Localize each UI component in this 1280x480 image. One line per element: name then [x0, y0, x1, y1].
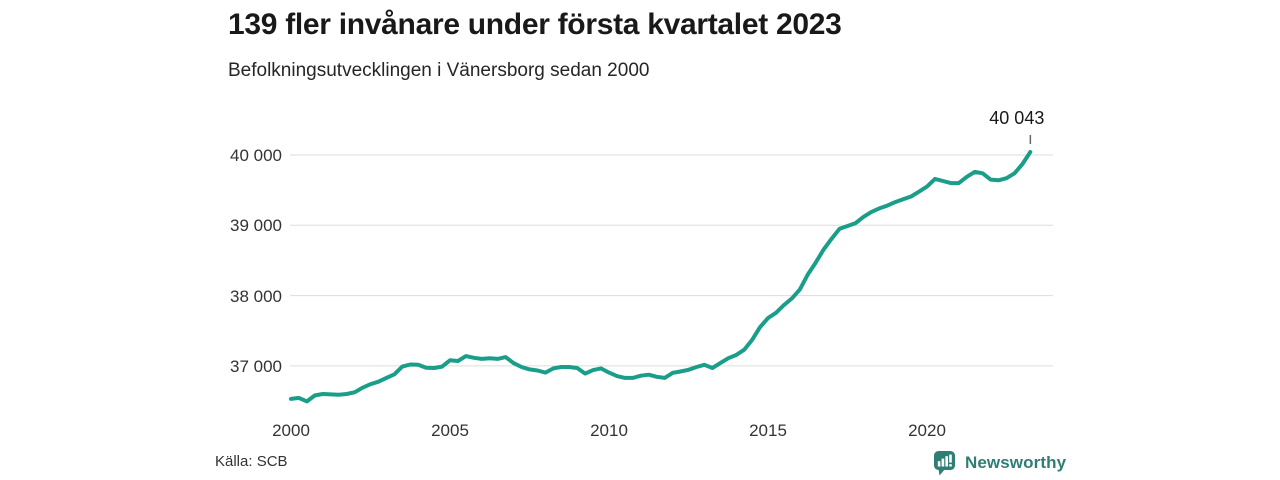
population-series-line [289, 150, 1033, 404]
newsworthy-logo-icon [933, 450, 957, 476]
page-title: 139 fler invånare under första kvartalet… [228, 8, 842, 41]
source-note: Källa: SCB [215, 453, 288, 470]
y-axis-label: 39 000 [230, 216, 282, 236]
y-axis-label: 37 000 [230, 356, 282, 376]
x-axis-label: 2015 [749, 421, 787, 440]
x-axis-label: 2010 [590, 421, 628, 440]
end-value-annotation: 40 043 [989, 107, 1045, 128]
x-axis-label: 2005 [431, 421, 469, 440]
chart-subtitle: Befolkningsutvecklingen i Vänersborg sed… [228, 60, 650, 81]
brand-footer: Newsworthy [933, 450, 1066, 476]
y-axis-label: 40 000 [230, 146, 282, 165]
x-axis-label: 2020 [908, 421, 946, 440]
x-axis-label: 2000 [272, 421, 310, 440]
brand-name: Newsworthy [965, 453, 1067, 472]
y-axis-label: 38 000 [230, 286, 282, 306]
